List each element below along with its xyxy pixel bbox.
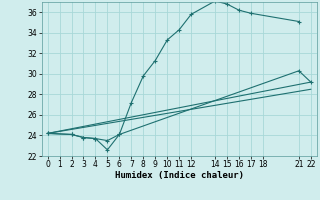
X-axis label: Humidex (Indice chaleur): Humidex (Indice chaleur) bbox=[115, 171, 244, 180]
